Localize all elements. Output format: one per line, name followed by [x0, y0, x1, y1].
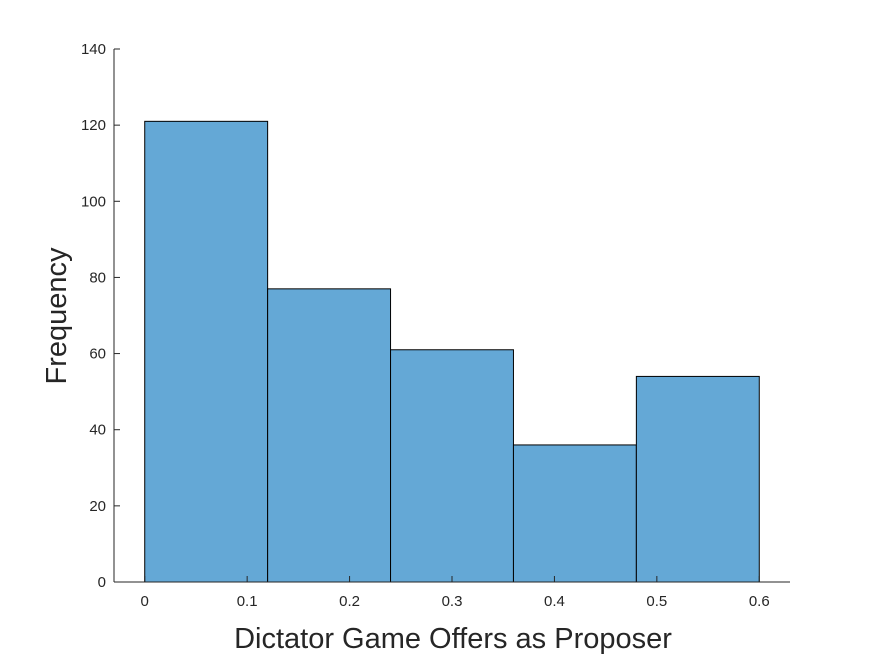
x-tick-label: 0.3: [442, 593, 463, 610]
x-axis-title: Dictator Game Offers as Proposer: [234, 623, 672, 655]
histogram-bar-2: [267, 288, 392, 583]
histogram-bar-4: [512, 444, 637, 583]
y-tick-label: 40: [89, 422, 106, 439]
y-tick-label: 120: [81, 117, 106, 134]
histogram-bar-1: [144, 120, 269, 583]
histogram-bar-3: [390, 349, 514, 583]
y-tick-label: 140: [81, 41, 106, 58]
y-tick-label: 60: [89, 346, 106, 363]
y-axis-title: Frequency: [41, 247, 73, 385]
y-tick-label: 0: [98, 574, 106, 591]
x-tick-label: 0.4: [544, 593, 565, 610]
x-tick-label: 0.1: [237, 593, 258, 610]
x-tick-label: 0.6: [749, 593, 770, 610]
x-ticks-group: 0 0.1 0.2 0.3 0.4 0.5 0.6: [141, 576, 770, 610]
y-tick-label: 80: [89, 269, 106, 286]
x-tick-label: 0.2: [339, 593, 360, 610]
histogram-bar-5: [635, 375, 760, 583]
y-tick-label: 20: [89, 498, 106, 515]
y-ticks-group: 0 20 40 60 80 100 120 140: [81, 41, 120, 591]
bars-group: [144, 120, 760, 583]
x-tick-label: 0: [141, 593, 149, 610]
x-tick-label: 0.5: [646, 593, 667, 610]
y-tick-label: 100: [81, 193, 106, 210]
